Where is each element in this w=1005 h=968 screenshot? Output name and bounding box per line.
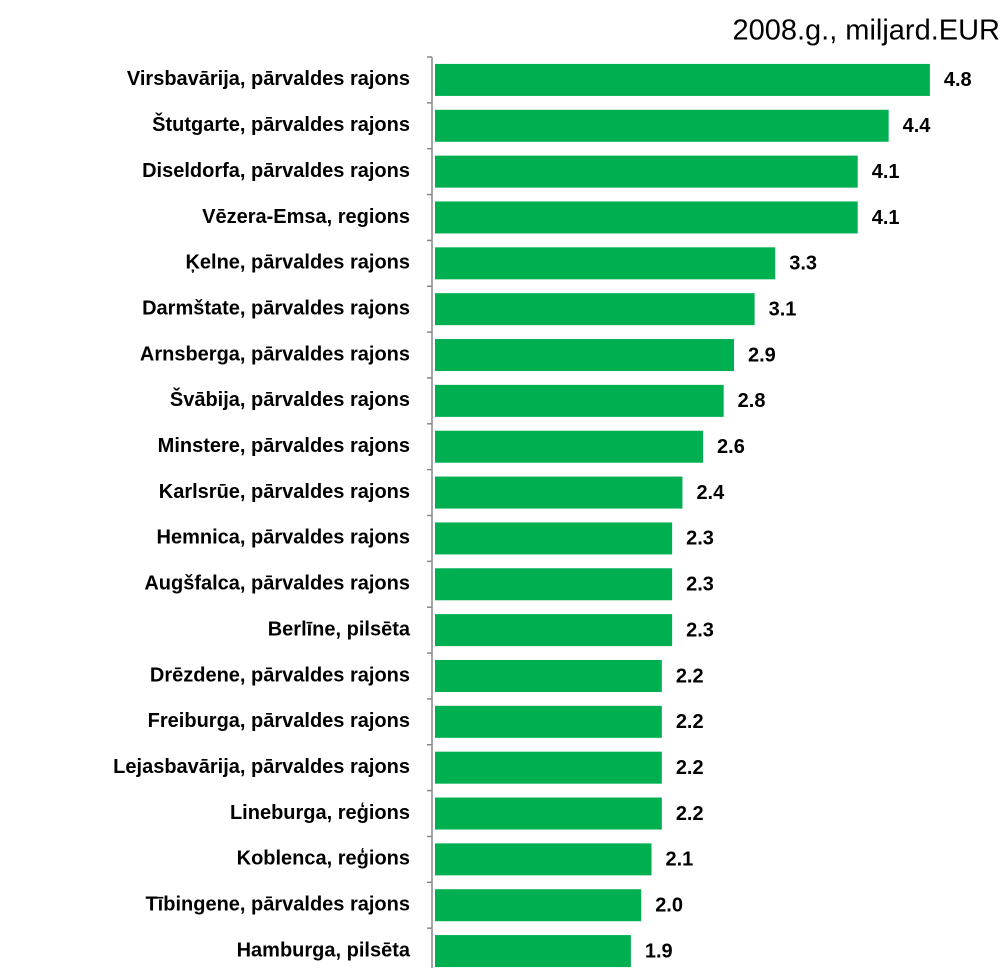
y-tick-label: Berlīne, pilsēta <box>268 618 411 640</box>
y-tick-label: Drēzdene, pārvaldes rajons <box>150 664 410 686</box>
y-tick-label: Štutgarte, pārvaldes rajons <box>152 112 410 136</box>
data-label: 3.3 <box>789 253 817 275</box>
bar <box>435 109 889 142</box>
y-tick-label: Darmštate, pārvaldes rajons <box>142 297 410 319</box>
data-label: 2.0 <box>655 895 683 917</box>
bar <box>435 476 683 509</box>
chart-title: 2008.g., miljard.EUR <box>732 15 1000 47</box>
y-tick-label: Ķelne, pārvaldes rajons <box>185 252 410 274</box>
data-label: 2.2 <box>676 711 704 733</box>
y-tick-label: Minstere, pārvaldes rajons <box>158 435 410 457</box>
bar <box>435 155 858 188</box>
y-tick-label: Freiburga, pārvaldes rajons <box>148 710 410 732</box>
bar <box>435 430 704 463</box>
data-label: 3.1 <box>769 298 797 320</box>
y-tick-label: Augšfalca, pārvaldes rajons <box>144 573 410 595</box>
bar <box>435 201 858 234</box>
bar <box>435 247 776 280</box>
data-label: 2.4 <box>696 482 725 504</box>
data-label: 2.2 <box>676 757 704 779</box>
bar <box>435 935 631 968</box>
data-label: 2.2 <box>676 803 704 825</box>
data-label: 4.4 <box>903 115 932 137</box>
y-tick-label: Švābija, pārvaldes rajons <box>170 387 410 411</box>
data-label: 2.2 <box>676 665 704 687</box>
data-label: 2.1 <box>666 849 694 871</box>
data-label: 2.3 <box>686 619 714 641</box>
bar <box>435 522 673 555</box>
y-tick-label: Lineburga, reģions <box>230 802 410 824</box>
y-tick-label: Koblenca, reģions <box>237 848 410 870</box>
y-tick-label: Vēzera-Emsa, regions <box>202 206 410 228</box>
bar <box>435 339 734 372</box>
data-label: 4.1 <box>872 207 900 229</box>
data-label: 4.1 <box>872 161 900 183</box>
y-tick-label: Arnsberga, pārvaldes rajons <box>140 343 410 365</box>
y-tick-label: Hamburga, pilsēta <box>237 939 411 961</box>
y-tick-label: Diseldorfa, pārvaldes rajons <box>142 160 410 182</box>
y-tick-label: Tībingene, pārvaldes rajons <box>145 894 410 916</box>
bar <box>435 659 662 692</box>
y-tick-label: Lejasbavārija, pārvaldes rajons <box>113 756 410 778</box>
bar <box>435 568 673 601</box>
data-label: 2.6 <box>717 436 745 458</box>
bar <box>435 293 755 326</box>
y-tick-label: Karlsrūe, pārvaldes rajons <box>159 481 410 503</box>
data-label: 2.8 <box>738 390 766 412</box>
bar <box>435 889 642 922</box>
bar <box>435 705 662 738</box>
bar <box>435 751 662 784</box>
data-label: 1.9 <box>645 940 673 962</box>
data-label: 2.3 <box>686 574 714 596</box>
y-tick-label: Virsbavārija, pārvaldes rajons <box>127 68 410 90</box>
bar <box>435 614 673 647</box>
data-label: 2.3 <box>686 528 714 550</box>
data-label: 4.8 <box>944 69 972 91</box>
data-label: 2.9 <box>748 344 776 366</box>
bar <box>435 843 652 876</box>
bar <box>435 384 724 417</box>
bar <box>435 797 662 830</box>
y-tick-label: Hemnica, pārvaldes rajons <box>157 527 410 549</box>
bar <box>435 63 930 96</box>
